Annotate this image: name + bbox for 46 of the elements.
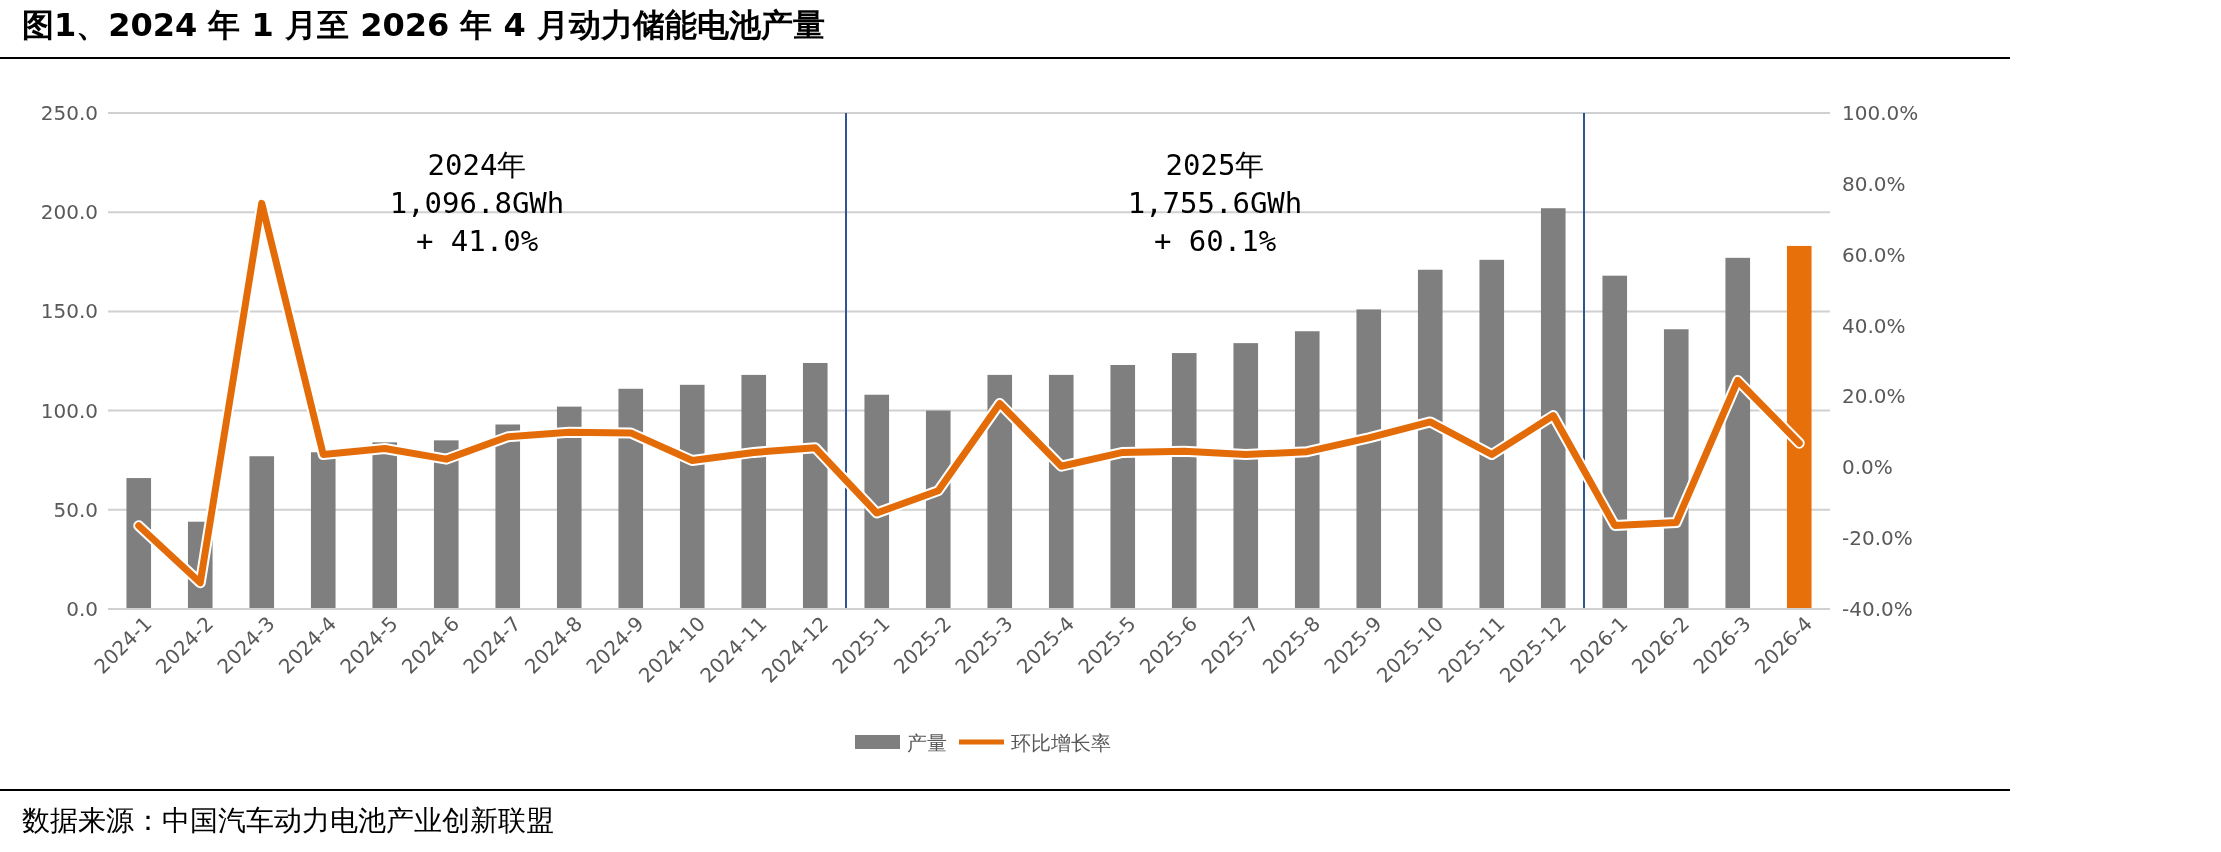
y-tick-label: 0.0 xyxy=(66,597,98,621)
bar xyxy=(802,362,828,609)
bar xyxy=(1294,331,1320,609)
y-tick-label: 150.0 xyxy=(40,299,98,324)
bar xyxy=(556,406,582,609)
bar xyxy=(1417,269,1443,609)
bar xyxy=(864,394,890,609)
bar xyxy=(495,424,521,609)
bar xyxy=(1171,353,1197,609)
bar xyxy=(1663,329,1689,609)
source-note: 数据来源：中国汽车动力电池产业创新联盟 xyxy=(22,804,554,837)
annotation: 2025年 1,755.6GWh + 60.1% xyxy=(1127,148,1303,258)
y-tick-label: 50.0 xyxy=(53,497,98,522)
y-tick-label: 200.0 xyxy=(40,200,98,225)
y-tick-label: 250.0 xyxy=(40,101,98,125)
y2-tick-label: -20.0% xyxy=(1842,526,1913,551)
bar xyxy=(1048,374,1074,609)
bar xyxy=(741,374,767,609)
bar xyxy=(433,440,459,609)
y2-tick-label: 60.0% xyxy=(1842,242,1906,267)
bar xyxy=(126,478,152,609)
annotation: 2024年 1,096.8GWh + 41.0% xyxy=(389,148,565,258)
bar xyxy=(618,388,644,609)
bar xyxy=(310,452,336,609)
bar xyxy=(1602,275,1628,609)
y2-tick-label: 80.0% xyxy=(1842,171,1906,196)
chart-title: 图1、2024 年 1 月至 2026 年 4 月动力储能电池产量 xyxy=(22,6,825,44)
bar xyxy=(1479,259,1505,609)
y2-tick-label: 40.0% xyxy=(1842,313,1906,338)
bar xyxy=(987,374,1013,609)
y-tick-label: 100.0 xyxy=(40,398,98,423)
legend-label: 产量 xyxy=(907,731,947,755)
bar xyxy=(1233,343,1259,609)
y2-tick-label: 100.0% xyxy=(1842,101,1919,125)
y2-tick-label: 0.0% xyxy=(1842,455,1893,480)
bar xyxy=(1540,208,1566,609)
bar xyxy=(1725,257,1751,609)
legend-label: 环比增长率 xyxy=(1011,731,1111,755)
y2-tick-label: 20.0% xyxy=(1842,384,1906,409)
bar xyxy=(1356,309,1382,609)
bar xyxy=(679,384,705,609)
bar xyxy=(1110,364,1136,609)
bar xyxy=(372,442,398,609)
bar xyxy=(925,410,951,609)
y2-tick-label: -40.0% xyxy=(1842,597,1913,621)
bar xyxy=(249,456,275,609)
